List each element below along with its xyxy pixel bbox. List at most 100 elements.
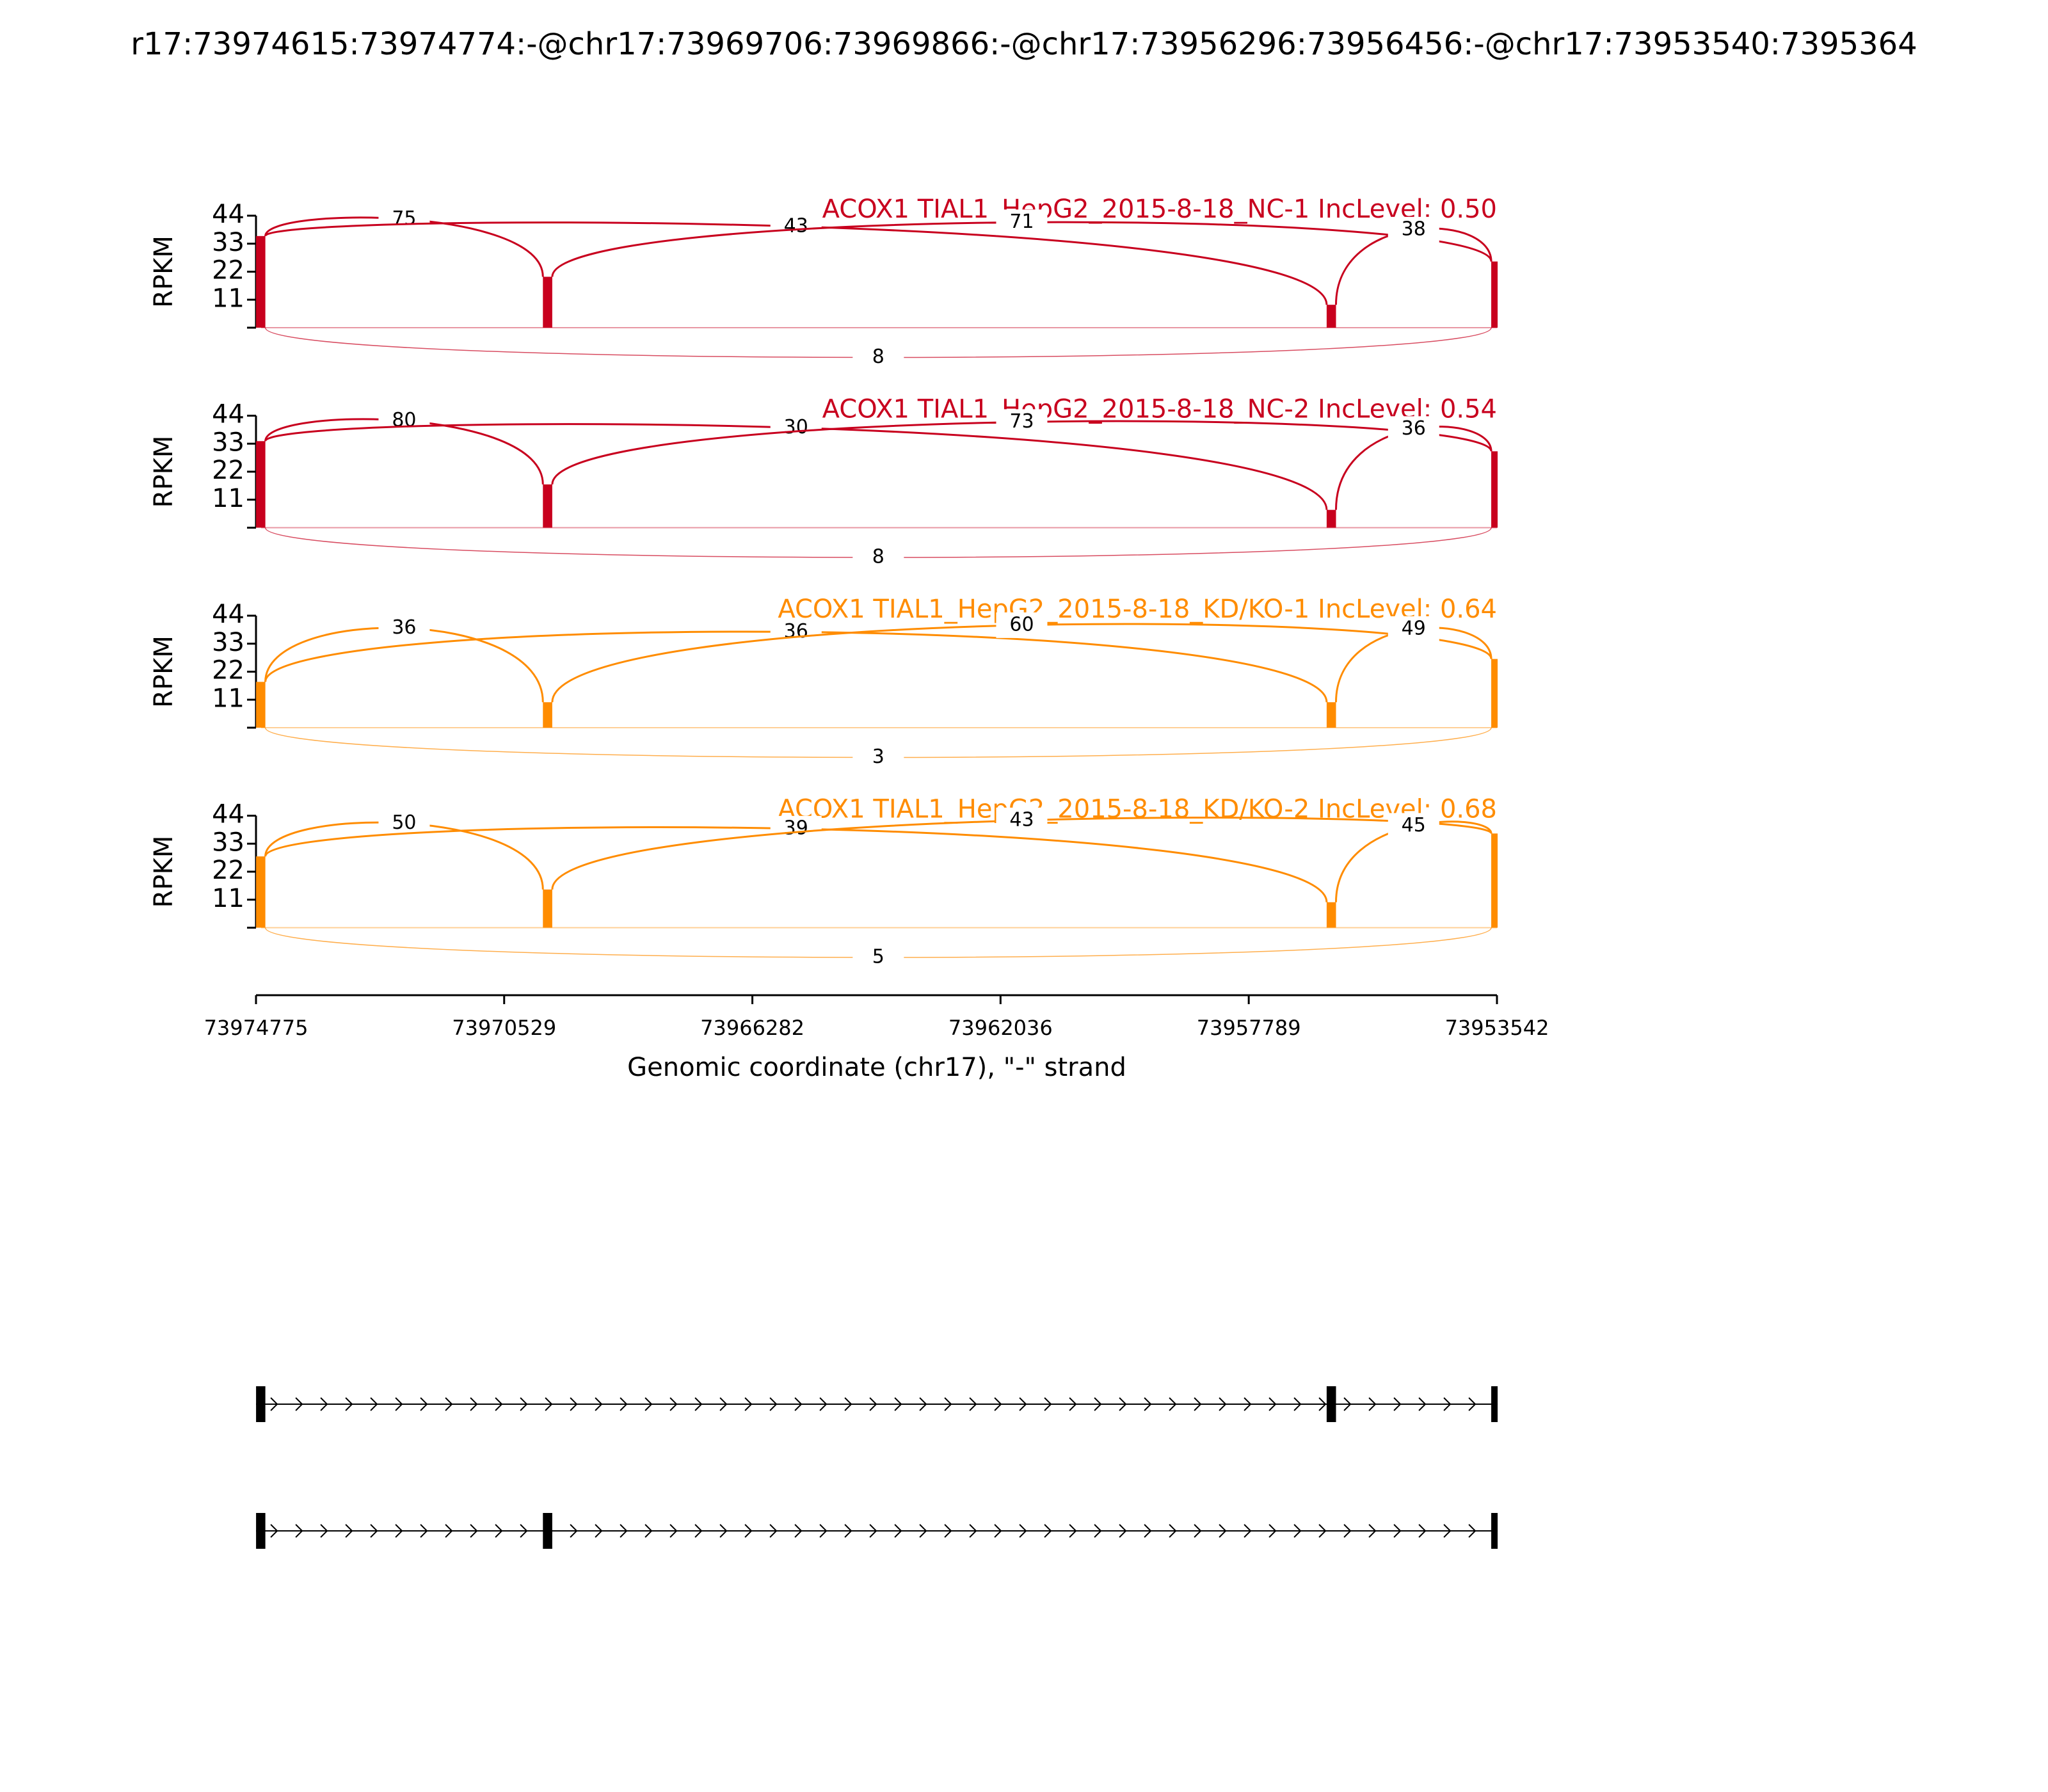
intron-arrow xyxy=(370,1397,378,1411)
intron-arrow xyxy=(869,1397,877,1411)
y-axis-label: RPKM xyxy=(149,236,179,308)
y-tick-label: 44 xyxy=(212,800,244,829)
intron-arrow xyxy=(520,1397,528,1411)
intron-arrow xyxy=(470,1397,478,1411)
intron-arrow xyxy=(1194,1397,1202,1411)
junction-label-box xyxy=(770,619,822,645)
junction-label-box xyxy=(378,615,430,641)
coverage xyxy=(1491,451,1498,528)
coverage xyxy=(1491,261,1498,328)
junction-label-box xyxy=(378,408,430,434)
intron-arrow xyxy=(1293,1397,1302,1411)
junction-label: 50 xyxy=(392,812,416,834)
intron-arrow xyxy=(794,1524,803,1538)
junction-label-box xyxy=(996,612,1048,638)
intron-arrow xyxy=(744,1524,753,1538)
intron-arrow xyxy=(869,1524,877,1538)
intron-arrow xyxy=(320,1524,328,1538)
intron-arrow xyxy=(1393,1524,1402,1538)
coverage xyxy=(543,889,552,928)
x-axis-label: Genomic coordinate (chr17), "-" strand xyxy=(627,1053,1126,1082)
intron-arrow xyxy=(969,1524,977,1538)
intron-arrow xyxy=(1119,1397,1127,1411)
intron-arrow xyxy=(1268,1397,1277,1411)
y-tick-label: 22 xyxy=(212,856,244,885)
junction-label: 38 xyxy=(1402,218,1426,240)
junction-label: 39 xyxy=(784,817,808,839)
intron-arrow xyxy=(1219,1397,1227,1411)
intron-arrow xyxy=(620,1524,628,1538)
junction-label: 71 xyxy=(1009,211,1034,233)
intron-arrow xyxy=(570,1397,578,1411)
intron-arrow xyxy=(994,1397,1002,1411)
intron-arrow xyxy=(1368,1524,1377,1538)
coverage xyxy=(256,236,266,328)
intron-arrow xyxy=(669,1524,678,1538)
panel-title: ACOX1 TIAL1_HepG2_2015-8-18_KD/KO-1 IncL… xyxy=(778,595,1497,624)
intron-arrow xyxy=(1368,1397,1377,1411)
intron-arrow xyxy=(1019,1397,1027,1411)
coverage xyxy=(256,856,266,928)
intron-arrow xyxy=(744,1397,753,1411)
junction-label: 75 xyxy=(392,207,416,230)
intron-arrow xyxy=(844,1524,852,1538)
intron-arrow xyxy=(1194,1524,1202,1538)
intron-arrow xyxy=(1393,1397,1402,1411)
x-tick-label: 73966282 xyxy=(700,1016,804,1040)
intron-arrow xyxy=(295,1524,303,1538)
intron-arrow xyxy=(1144,1524,1152,1538)
x-tick-label: 73970529 xyxy=(452,1016,556,1040)
intron-arrow xyxy=(1343,1397,1352,1411)
intron-arrow xyxy=(345,1397,353,1411)
intron-arrow xyxy=(794,1397,803,1411)
intron-arrow xyxy=(1144,1397,1152,1411)
intron-arrow xyxy=(1094,1524,1102,1538)
exon xyxy=(256,1386,266,1422)
junction-label-box xyxy=(378,206,430,232)
y-tick-label: 33 xyxy=(212,828,244,857)
intron-arrow xyxy=(644,1397,653,1411)
junction-label-box xyxy=(852,545,904,570)
intron-arrow xyxy=(345,1524,353,1538)
y-tick-label: 22 xyxy=(212,656,244,685)
junction-label: 3 xyxy=(872,746,884,768)
y-axis-label: RPKM xyxy=(149,436,179,508)
junction-label: 73 xyxy=(1009,410,1034,433)
y-axis-label: RPKM xyxy=(149,836,179,908)
junction-label-box xyxy=(1388,616,1439,642)
coverage xyxy=(543,702,552,728)
junction-label: 36 xyxy=(392,616,416,639)
intron-arrow xyxy=(420,1524,428,1538)
y-tick-label: 33 xyxy=(212,228,244,257)
intron-arrow xyxy=(944,1397,952,1411)
coverage xyxy=(543,276,552,328)
intron-arrow xyxy=(370,1524,378,1538)
intron-arrow xyxy=(595,1397,603,1411)
y-axis-label: RPKM xyxy=(149,636,179,708)
junction-label: 45 xyxy=(1402,814,1426,836)
intron-arrow xyxy=(320,1397,328,1411)
chart-title: r17:73974615:73974774:-@chr17:73969706:7… xyxy=(131,26,1917,62)
junction-label-box xyxy=(852,344,904,371)
intron-arrow xyxy=(470,1524,478,1538)
intron-arrow xyxy=(1293,1524,1302,1538)
junction-label: 49 xyxy=(1402,617,1426,639)
junction-label-box xyxy=(996,409,1048,435)
x-tick-label: 73957789 xyxy=(1197,1016,1301,1040)
coverage xyxy=(256,682,266,728)
intron-arrow xyxy=(844,1397,852,1411)
junction-label: 43 xyxy=(1009,808,1034,831)
intron-arrow xyxy=(644,1524,653,1538)
intron-arrow xyxy=(1044,1397,1052,1411)
coverage xyxy=(1326,509,1336,528)
intron-arrow xyxy=(1443,1397,1452,1411)
intron-arrow xyxy=(1244,1524,1252,1538)
junction-label: 43 xyxy=(784,214,808,237)
intron-arrow xyxy=(1468,1524,1476,1538)
intron-arrow xyxy=(445,1397,453,1411)
coverage xyxy=(1326,702,1336,728)
intron-arrow xyxy=(819,1397,828,1411)
intron-arrow xyxy=(595,1524,603,1538)
junction-label-box xyxy=(1388,813,1439,839)
